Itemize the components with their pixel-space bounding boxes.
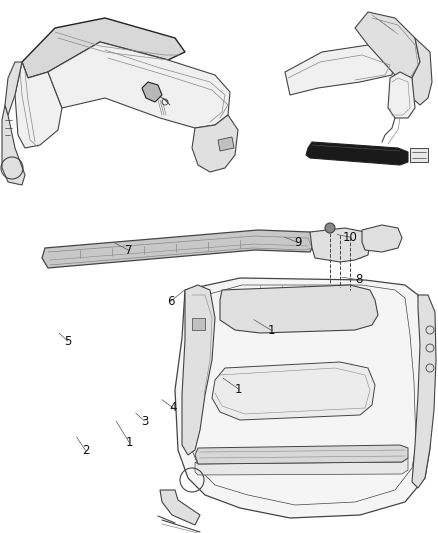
Polygon shape — [310, 228, 370, 262]
Polygon shape — [218, 137, 234, 151]
Text: 3: 3 — [141, 415, 148, 427]
Polygon shape — [412, 295, 436, 488]
Text: 6: 6 — [167, 295, 175, 308]
Polygon shape — [182, 285, 215, 455]
Polygon shape — [42, 230, 315, 268]
Polygon shape — [48, 42, 230, 128]
Circle shape — [325, 223, 335, 233]
Polygon shape — [5, 62, 22, 115]
Text: 10: 10 — [343, 231, 358, 244]
Polygon shape — [195, 458, 408, 475]
Text: 7: 7 — [125, 244, 133, 257]
Polygon shape — [412, 38, 432, 105]
Polygon shape — [15, 62, 62, 148]
Text: 8: 8 — [356, 273, 363, 286]
Polygon shape — [212, 362, 375, 420]
Polygon shape — [175, 278, 430, 518]
Polygon shape — [142, 82, 162, 102]
Polygon shape — [2, 105, 25, 185]
Polygon shape — [410, 148, 428, 162]
Polygon shape — [192, 115, 238, 172]
Polygon shape — [362, 225, 402, 252]
Text: 2: 2 — [81, 444, 89, 457]
Polygon shape — [160, 490, 200, 525]
Text: 1: 1 — [268, 324, 276, 337]
Polygon shape — [192, 318, 205, 330]
Polygon shape — [388, 72, 415, 118]
Polygon shape — [285, 45, 395, 95]
Polygon shape — [220, 285, 378, 333]
Text: 9: 9 — [294, 236, 302, 249]
Polygon shape — [355, 12, 420, 78]
Text: 5: 5 — [64, 335, 71, 348]
Text: 1: 1 — [235, 383, 243, 395]
Polygon shape — [195, 445, 408, 464]
Text: 4: 4 — [169, 401, 177, 414]
Text: 1: 1 — [125, 436, 133, 449]
Polygon shape — [22, 18, 185, 78]
Polygon shape — [306, 142, 408, 165]
